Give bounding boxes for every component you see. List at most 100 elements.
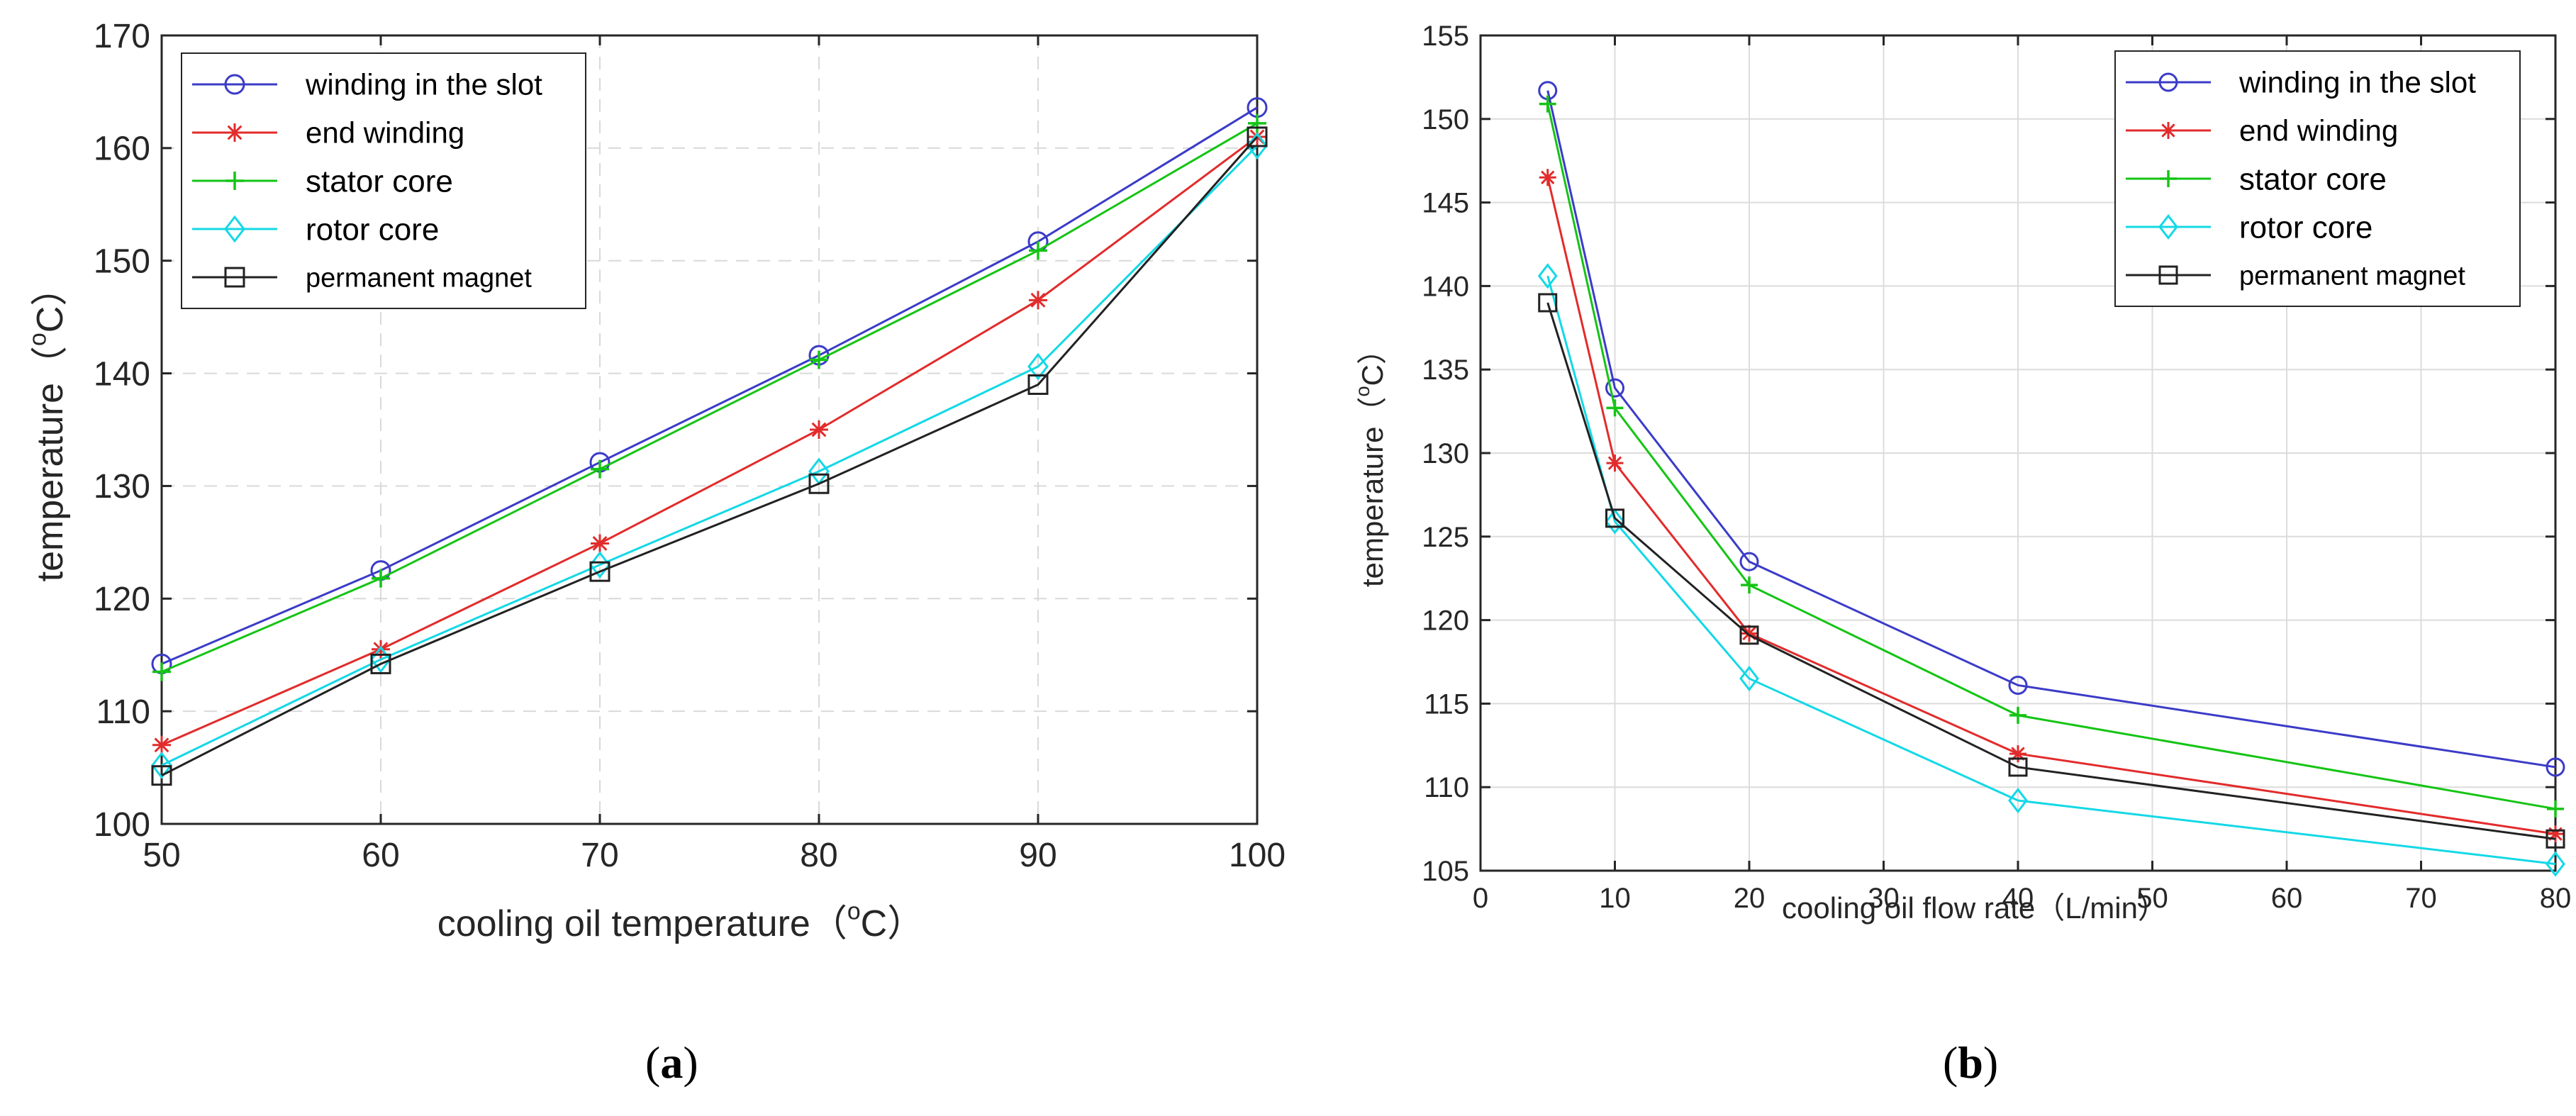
- y-axis-label-unit: C: [1356, 364, 1389, 386]
- legend-label: permanent magnet: [2239, 261, 2465, 291]
- y-tick-label: 140: [94, 355, 150, 393]
- x-tick-label: 40: [2002, 883, 2034, 914]
- data-point: [591, 534, 609, 553]
- legend-label: rotor core: [2239, 210, 2373, 245]
- series-permanent-magnet: [151, 126, 1268, 786]
- x-tick-label: 0: [1473, 883, 1488, 914]
- data-point: [1606, 399, 1624, 417]
- x-axis-label: cooling oil temperature（oC）: [437, 898, 924, 944]
- data-point: [2546, 757, 2565, 777]
- data-point: [1027, 352, 1049, 381]
- x-tick-label: 10: [1599, 883, 1631, 914]
- data-point: [1739, 552, 1759, 571]
- y-tick-label: 115: [1424, 688, 1469, 720]
- y-tick-label: 125: [1422, 522, 1469, 553]
- data-point: [2547, 800, 2564, 818]
- panel-label-close: ): [1983, 1037, 1998, 1088]
- data-point: [1247, 132, 1268, 160]
- series-line: [161, 145, 1259, 766]
- data-point: [589, 551, 610, 579]
- y-tick-label: 130: [94, 468, 150, 506]
- data-point: [810, 420, 828, 439]
- y-tick-label: 130: [1422, 438, 1469, 469]
- y-axis-label-text: temperature（: [1356, 397, 1389, 587]
- x-axis-label-unit: C: [861, 903, 888, 944]
- data-point: [1741, 625, 1758, 642]
- data-point: [1248, 113, 1266, 133]
- x-axis-label: cooling oil flow rate（L/min）: [1782, 891, 2168, 925]
- data-point: [151, 752, 172, 779]
- y-tick-label: 155: [1422, 21, 1469, 52]
- data-point: [1247, 126, 1268, 147]
- y-tick-label: 145: [1422, 188, 1469, 219]
- legend-marker: [224, 267, 245, 288]
- panel-label-open: (: [1943, 1037, 1958, 1088]
- data-point: [152, 735, 171, 754]
- y-tick-label: 110: [96, 693, 150, 731]
- legend: winding in the slot end winding stator cor…: [2114, 50, 2521, 307]
- y-axis-label: temperature（oC）: [1351, 335, 1389, 587]
- data-point: [1739, 665, 1759, 692]
- x-tick-label: 90: [1019, 837, 1056, 874]
- panel-label-letter: b: [1958, 1037, 1983, 1088]
- data-point: [589, 561, 610, 582]
- series-end-winding: [152, 127, 1266, 754]
- data-point: [2009, 706, 2026, 724]
- panel-label: (a): [645, 1037, 698, 1088]
- data-point: [1606, 454, 1624, 472]
- x-tick-label: 30: [1868, 883, 1900, 914]
- y-tick-label: 110: [1424, 772, 1469, 803]
- data-point: [808, 473, 830, 494]
- legend-marker: [2160, 122, 2177, 139]
- data-point: [1605, 378, 1624, 398]
- data-point: [151, 765, 172, 786]
- series-line: [161, 135, 1258, 747]
- data-point: [810, 350, 828, 369]
- x-tick-label: 50: [2136, 883, 2168, 914]
- x-axis-label-close: ）: [887, 903, 924, 944]
- data-point: [370, 653, 391, 674]
- legend: winding in the slot end winding stator cor…: [181, 52, 586, 309]
- legend-marker: [2160, 170, 2177, 187]
- x-tick-label: 50: [143, 837, 180, 874]
- legend-marker: [224, 74, 245, 95]
- panel-label-close: ): [683, 1037, 698, 1088]
- series-line: [1546, 90, 2556, 769]
- y-tick-label: 150: [1422, 104, 1469, 135]
- y-axis-label-close: ）: [30, 269, 71, 306]
- data-point: [1029, 291, 1047, 310]
- y-tick-label: 120: [1422, 606, 1469, 637]
- legend-marker: [225, 172, 244, 190]
- y-axis-label-super: o: [1351, 386, 1373, 396]
- data-point: [2546, 851, 2565, 877]
- x-tick-label: 70: [2405, 883, 2437, 914]
- data-point: [1539, 95, 1556, 113]
- legend-label: rotor core: [306, 212, 439, 247]
- series-line: [1546, 275, 2556, 866]
- y-tick-label: 140: [1422, 271, 1469, 302]
- series-line: [161, 122, 1258, 673]
- y-axis-label-text: temperature（: [30, 346, 71, 581]
- series-permanent-magnet: [1538, 293, 2565, 849]
- data-point: [1538, 293, 1558, 313]
- panel-label-letter: a: [660, 1037, 683, 1088]
- axes-frame: [160, 34, 1259, 825]
- legend-label: end winding: [306, 116, 464, 150]
- legend-marker: [2158, 265, 2178, 285]
- x-axis-label-text: cooling oil temperature（: [437, 903, 847, 944]
- data-point: [591, 459, 609, 479]
- data-point: [1537, 263, 1558, 289]
- series-rotor-core: [1537, 263, 2565, 877]
- series-line: [161, 106, 1258, 665]
- x-tick-label: 80: [800, 837, 837, 874]
- series-stator-core: [152, 113, 1266, 681]
- series-line: [161, 135, 1259, 777]
- data-point: [2008, 787, 2028, 814]
- chart-a: 50 60 70 80 90 100 100 110 120 130 140 150 160 170 win…: [25, 18, 1286, 1088]
- panel-label: (b): [1943, 1037, 1998, 1088]
- data-point: [2008, 675, 2028, 695]
- x-tick-label: 70: [581, 837, 618, 874]
- data-point: [2008, 757, 2028, 777]
- y-tick-label: 160: [94, 130, 150, 168]
